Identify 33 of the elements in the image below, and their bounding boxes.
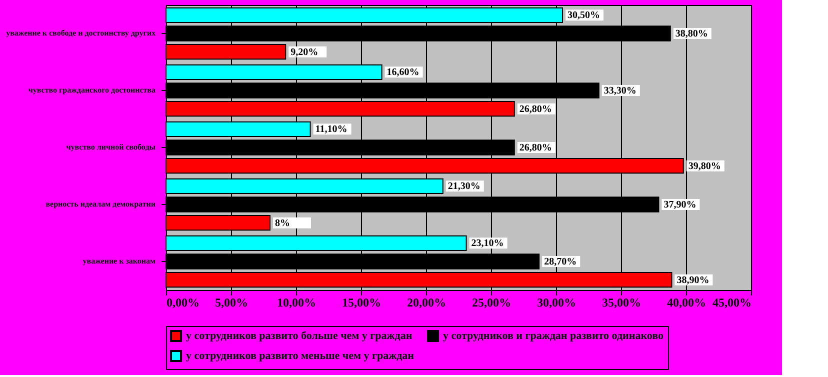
data-label: 16,60% [386, 67, 420, 78]
data-label: 11,10% [315, 124, 348, 136]
data-label: 38,90% [676, 274, 710, 286]
data-label: 26,80% [519, 104, 552, 115]
data-label: 37,90% [664, 200, 696, 210]
y-tick-label: чувство личной свободы [66, 142, 156, 152]
data-label: 8% [275, 218, 290, 229]
y-tick-label: верность идеалам демократии [46, 200, 156, 208]
y-tick-label: уважение к законам [82, 256, 156, 266]
x-tick-label: 30,00% [537, 296, 576, 310]
x-tick-label: 5,00% [215, 296, 248, 310]
data-label: 38,80% [675, 28, 708, 40]
legend-label: у сотрудников и граждан развито одинаково [443, 330, 664, 342]
y-tick-label: чувство гражданского достоинства [28, 86, 156, 94]
x-tick-label: 20,00% [407, 296, 446, 310]
legend-label: у сотрудников развито больше чем у граждан [186, 330, 413, 342]
x-tick-label: 15,00% [342, 296, 381, 310]
y-tick-label: уважение к свободе и достоинству других [6, 28, 156, 38]
data-label: 33,30% [604, 86, 636, 96]
data-label: 26,80% [519, 142, 552, 154]
data-label: 23,10% [471, 238, 504, 250]
data-label: 30,50% [568, 10, 600, 22]
x-tick-label: 40,00% [667, 296, 706, 310]
x-tick-label: 10,00% [277, 296, 316, 310]
data-label: 21,30% [448, 181, 480, 192]
data-label: 9,20% [290, 46, 318, 58]
data-label: 39,80% [688, 160, 721, 172]
x-tick-label: 45,00% [712, 296, 752, 310]
legend-label: у сотрудников развито меньше чем у граждан [186, 350, 415, 362]
x-tick-label: 25,00% [472, 296, 511, 310]
x-tick-label: 35,00% [602, 296, 641, 310]
x-tick-label: 0,00% [166, 296, 200, 310]
data-label: 28,70% [544, 256, 577, 268]
